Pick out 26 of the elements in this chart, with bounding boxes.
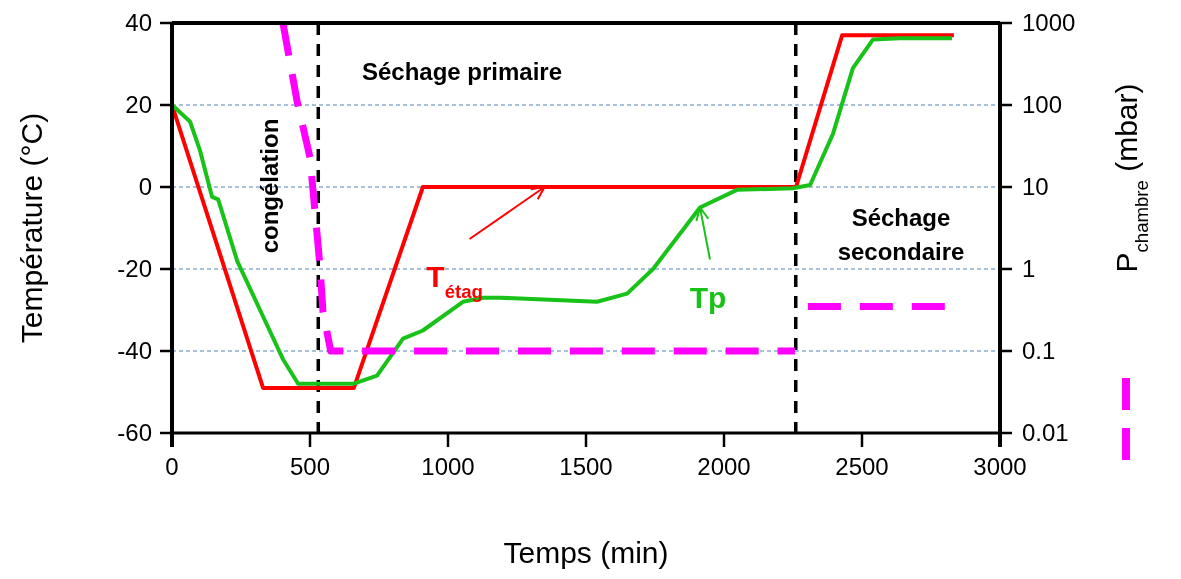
x-axis-title: Temps (min) (503, 536, 669, 569)
y-tick-label: -20 (117, 255, 152, 282)
y-axis-title: Température (°C) (15, 112, 48, 344)
x-tick-label: 500 (289, 453, 331, 480)
y-tick-label: 20 (125, 91, 152, 118)
y-tick-label: -60 (117, 419, 152, 446)
x-tick-label: 0 (165, 453, 179, 480)
y2-tick-label: 10 (1022, 173, 1049, 200)
y-tick-label: 0 (138, 173, 152, 200)
x-tick-label: 1500 (559, 453, 613, 480)
y2-tick-label: 0.1 (1022, 337, 1056, 364)
x-tick-label: 1000 (421, 453, 475, 480)
y-tick-label: 40 (125, 9, 152, 36)
y2-tick-label: 1 (1022, 255, 1036, 282)
y2-tick-label: 100 (1022, 91, 1063, 118)
x-tick-label: 3000 (973, 453, 1027, 480)
y2-tick-label: 1000 (1022, 9, 1076, 36)
x-tick-label: 2000 (697, 453, 751, 480)
y2-tick-label: 0.01 (1022, 419, 1069, 446)
y-tick-label: -40 (117, 337, 152, 364)
annotation: Séchage primaire (361, 58, 563, 85)
annotation: congélation (256, 118, 283, 254)
annotation: Séchage secondaire (837, 204, 965, 265)
annotation: Tp (689, 280, 727, 314)
annotation: T$_{étag}$ (426, 260, 483, 302)
x-tick-label: 2500 (835, 453, 889, 480)
